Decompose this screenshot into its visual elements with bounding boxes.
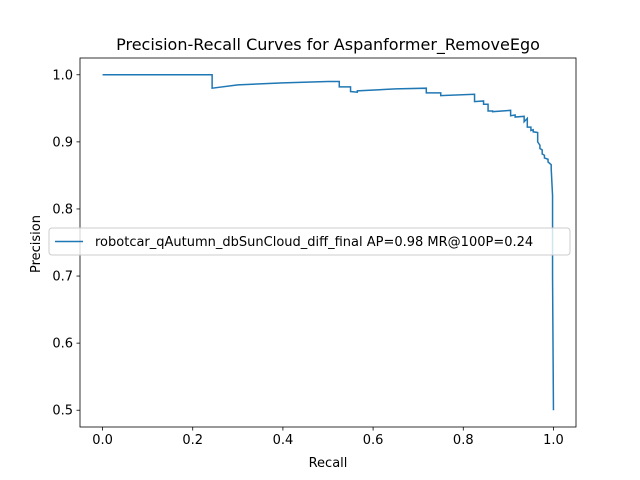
chart-title: Precision-Recall Curves for Aspanformer_… bbox=[116, 35, 540, 55]
legend-label-0: robotcar_qAutumn_dbSunCloud_diff_final A… bbox=[95, 235, 533, 250]
x-tick-label: 0.6 bbox=[363, 433, 384, 448]
legend: robotcar_qAutumn_dbSunCloud_diff_final A… bbox=[48, 227, 571, 256]
legend-box bbox=[48, 227, 571, 256]
series-line-0 bbox=[102, 74, 555, 411]
y-tick-label: 0.9 bbox=[52, 135, 73, 150]
y-tick-label: 0.8 bbox=[52, 202, 73, 217]
y-tick-label: 0.5 bbox=[52, 404, 73, 419]
y-tick-label: 0.7 bbox=[52, 270, 73, 285]
x-tick-label: 0.4 bbox=[273, 433, 294, 448]
x-tick-label: 0.0 bbox=[92, 433, 113, 448]
plot-area: 0.0 0.2 0.4 0.6 0.8 1.0 0.5 0.6 0.7 0.8 0.9 1.0 bbox=[52, 57, 577, 448]
y-tick-label: 0.6 bbox=[52, 337, 73, 352]
x-axis-label: Recall bbox=[309, 456, 348, 471]
x-tick-label: 0.2 bbox=[182, 433, 203, 448]
y-tick-label: 1.0 bbox=[52, 68, 73, 83]
y-axis-label: Precision bbox=[29, 215, 44, 273]
x-tick-label: 0.8 bbox=[453, 433, 474, 448]
x-tick-label: 1.0 bbox=[543, 433, 564, 448]
